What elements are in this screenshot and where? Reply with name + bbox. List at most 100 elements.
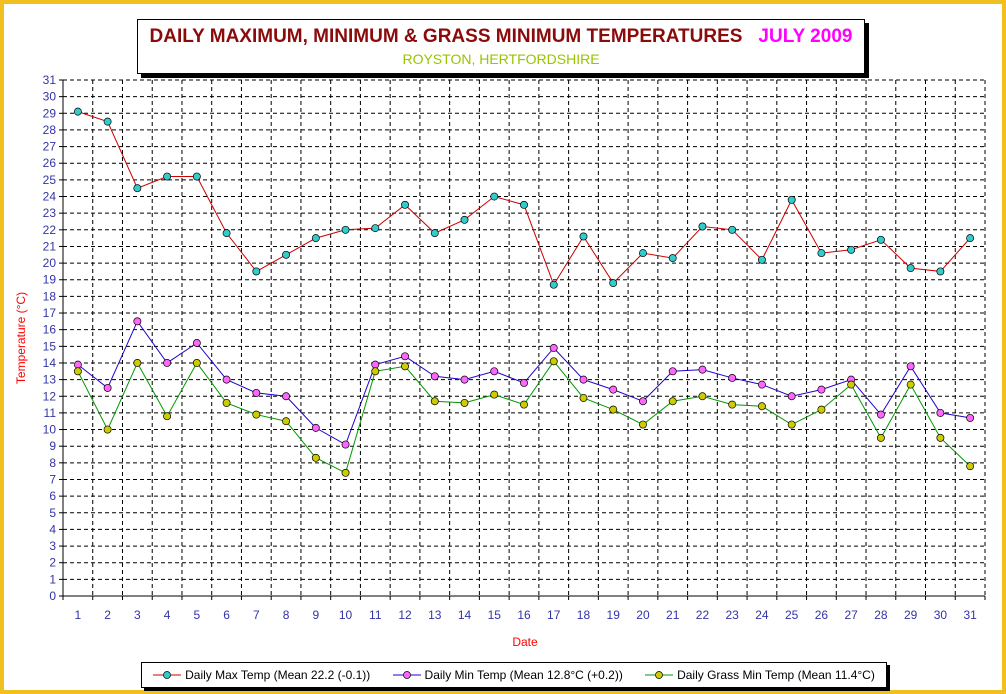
data-point-max-temp [966, 234, 975, 243]
x-tick-label: 28 [874, 608, 888, 622]
data-point-max-temp [787, 195, 796, 204]
y-tick-label: 21 [43, 239, 57, 253]
y-tick-label: 14 [43, 356, 57, 370]
legend-swatch-grass-min [645, 671, 674, 679]
x-tick-label: 15 [488, 608, 502, 622]
y-tick-label: 29 [43, 106, 57, 120]
data-point-max-temp [133, 184, 142, 193]
data-point-min-temp [371, 360, 380, 369]
x-tick-label: 5 [193, 608, 200, 622]
data-point-min-temp [222, 375, 231, 384]
legend-item-min: Daily Min Temp (Mean 12.8°C (+0.2)) [392, 668, 623, 682]
y-tick-label: 28 [43, 123, 57, 137]
data-point-max-temp [757, 255, 766, 264]
data-point-max-temp [192, 172, 201, 181]
chart-title: DAILY MAXIMUM, MINIMUM & GRASS MINIMUM T… [138, 26, 864, 48]
data-point-max-temp [163, 172, 172, 181]
x-tick-label: 20 [636, 608, 650, 622]
data-point-max-temp [728, 225, 737, 234]
y-tick-label: 5 [49, 506, 56, 520]
x-tick-label: 25 [785, 608, 799, 622]
data-point-grass-min-temp [549, 357, 558, 366]
chart-title-main: DAILY MAXIMUM, MINIMUM & GRASS MINIMUM T… [149, 26, 743, 47]
y-tick-label: 6 [49, 489, 56, 503]
data-point-min-temp [787, 392, 796, 401]
y-tick-label: 11 [44, 406, 57, 420]
y-tick-label: 18 [43, 289, 57, 303]
x-tick-label: 24 [755, 608, 769, 622]
x-tick-label: 18 [577, 608, 591, 622]
data-point-min-temp [520, 378, 528, 387]
data-point-min-temp [817, 385, 826, 394]
data-point-min-temp [73, 360, 82, 369]
data-point-max-temp [490, 192, 499, 201]
data-point-min-temp [698, 365, 707, 374]
x-tick-label: 1 [75, 608, 82, 622]
y-tick-labels: 0123456789101112131415161718192021222324… [43, 73, 63, 603]
data-point-min-temp [876, 410, 885, 419]
x-tick-label: 10 [339, 608, 353, 622]
legend-item-max: Daily Max Temp (Mean 22.2 (-0.1)) [153, 668, 370, 682]
x-tick-label: 26 [815, 608, 829, 622]
data-point-min-temp [490, 367, 499, 376]
data-point-max-temp [222, 229, 231, 238]
data-point-grass-min-temp [966, 462, 975, 471]
y-tick-label: 7 [49, 472, 56, 486]
legend-label-grass-min: Daily Grass Min Temp (Mean 11.4°C) [677, 668, 875, 682]
data-point-grass-min-temp [133, 359, 142, 367]
data-point-grass-min-temp [401, 362, 409, 371]
y-tick-label: 2 [49, 556, 56, 570]
data-point-max-temp [430, 229, 439, 238]
data-point-min-temp [609, 385, 618, 394]
x-tick-label: 12 [398, 608, 412, 622]
chart-title-month: JULY 2009 [758, 26, 853, 47]
grid-lines [63, 79, 986, 596]
y-tick-label: 31 [43, 73, 57, 87]
x-tick-label: 8 [283, 608, 290, 622]
data-point-grass-min-temp [371, 367, 380, 376]
data-point-max-temp [906, 264, 915, 273]
x-tick-label: 3 [134, 608, 141, 622]
data-point-grass-min-temp [103, 425, 112, 434]
data-point-min-temp [906, 362, 915, 371]
data-point-max-temp [103, 117, 112, 126]
data-point-grass-min-temp [282, 417, 291, 426]
y-tick-label: 15 [43, 339, 57, 353]
x-tick-label: 4 [164, 608, 171, 622]
data-point-grass-min-temp [876, 433, 885, 442]
data-point-grass-min-temp [490, 390, 499, 399]
data-point-grass-min-temp [787, 420, 796, 429]
chart-title-box: DAILY MAXIMUM, MINIMUM & GRASS MINIMUM T… [137, 19, 865, 74]
data-point-grass-min-temp [847, 380, 856, 389]
x-tick-label: 31 [963, 608, 977, 622]
data-point-min-temp [579, 375, 588, 384]
data-point-max-temp [520, 200, 528, 209]
axes [62, 80, 985, 597]
data-point-min-temp [401, 352, 409, 361]
x-tick-labels: 1 2 3 4 5 6 7 8 9 10 11 12 13 14 15 16 17 18 19 20 21 22 23 24 2… [62, 596, 986, 622]
data-point-min-temp [192, 339, 201, 347]
data-point-min-temp [549, 344, 558, 352]
data-point-grass-min-temp [639, 420, 647, 429]
y-tick-label: 27 [43, 140, 57, 154]
chart-legend: Daily Max Temp (Mean 22.2 (-0.1)) Daily … [141, 662, 887, 688]
data-point-max-temp [401, 200, 409, 209]
y-tick-label: 10 [43, 423, 57, 437]
y-tick-label: 8 [49, 456, 56, 470]
data-point-grass-min-temp [728, 400, 737, 409]
x-tick-label: 17 [547, 608, 561, 622]
data-point-grass-min-temp [698, 392, 707, 401]
data-point-max-temp [668, 254, 677, 263]
data-point-min-temp [668, 367, 677, 376]
data-point-max-temp [847, 245, 856, 254]
data-point-max-temp [252, 267, 261, 276]
data-point-grass-min-temp [222, 398, 231, 407]
y-tick-label: 24 [43, 190, 57, 204]
data-point-grass-min-temp [757, 402, 766, 411]
y-tick-label: 23 [43, 206, 57, 220]
data-point-min-temp [728, 373, 737, 382]
x-tick-label: 27 [844, 608, 858, 622]
data-point-max-temp [817, 249, 826, 258]
legend-label-max: Daily Max Temp (Mean 22.2 (-0.1)) [185, 668, 371, 682]
